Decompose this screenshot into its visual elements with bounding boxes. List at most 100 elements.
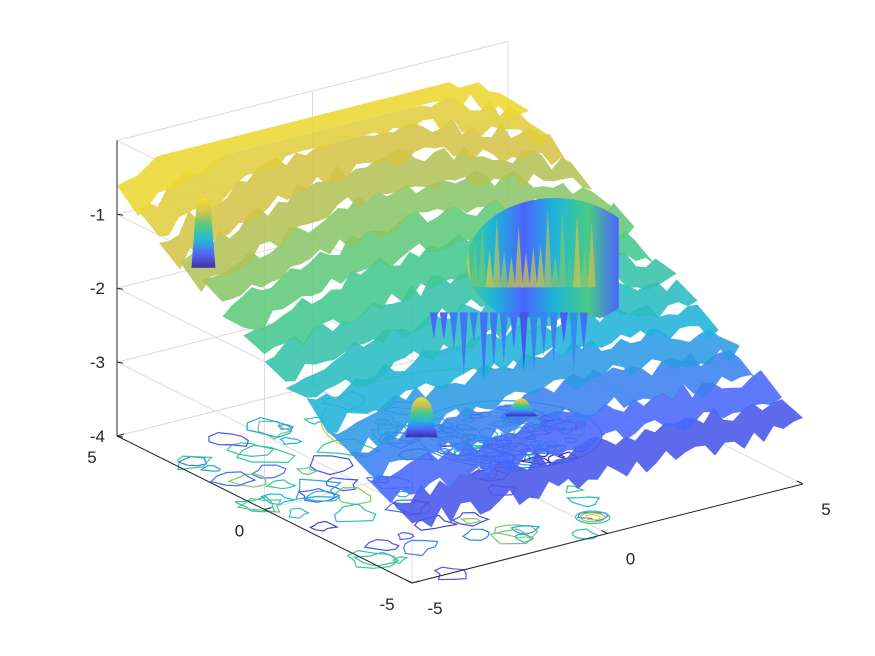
z-tick-mark — [116, 361, 124, 364]
y-tick-label: 0 — [235, 522, 244, 541]
disc-drip — [439, 312, 448, 341]
disc-spike — [558, 208, 567, 288]
surface-band — [159, 118, 572, 270]
tick-labels: -4 -3 -2 -1 -5 0 5 -5 0 5 — [87, 205, 830, 618]
contour-line — [309, 455, 354, 476]
surface-band — [117, 82, 530, 216]
contour-line — [302, 490, 341, 502]
contour-line — [336, 486, 372, 506]
z-tick-label: -3 — [90, 353, 105, 372]
surface-band — [348, 350, 761, 482]
z-tick-mark — [116, 213, 124, 216]
y-tick-mark — [411, 580, 420, 584]
y-tick-label: 5 — [87, 448, 96, 467]
surface-mesh — [117, 82, 803, 528]
disc-spike — [478, 224, 487, 288]
contour-line — [227, 473, 267, 488]
contour-line — [565, 485, 586, 494]
contour-line — [325, 477, 359, 492]
x-tick-label: 0 — [626, 550, 635, 569]
disc-drip — [539, 312, 548, 356]
contour-line — [199, 465, 222, 472]
disc-spike — [467, 242, 472, 288]
surface-spike — [191, 197, 216, 268]
contour-line — [236, 497, 283, 513]
disc-spike — [529, 247, 538, 288]
disc-spike — [492, 218, 501, 288]
disc-drip — [479, 312, 488, 382]
contour-line — [395, 490, 410, 498]
contour-line — [295, 466, 319, 476]
x-tick-mark — [405, 579, 413, 584]
disc-spike — [500, 251, 509, 288]
disc-drip — [499, 312, 508, 363]
surface-band — [306, 304, 719, 433]
disc-drip — [459, 312, 468, 376]
disc-spike — [514, 226, 523, 288]
surface-spike — [405, 396, 438, 438]
contour-line — [450, 511, 491, 527]
contour-line — [288, 507, 311, 519]
contour-line — [226, 442, 275, 458]
z-tick-label: -2 — [90, 279, 105, 298]
contour-line — [334, 503, 377, 523]
axes — [116, 140, 804, 584]
surface-band — [390, 399, 803, 528]
y-tick-label: -5 — [379, 595, 394, 614]
contour-line — [510, 525, 541, 535]
disc-drip — [579, 312, 588, 352]
contour-line — [392, 556, 408, 565]
contour-line — [246, 416, 293, 439]
disc-drip — [569, 312, 578, 373]
surface-spike — [505, 398, 538, 417]
contour-line — [235, 444, 296, 464]
disc-spike — [573, 213, 582, 288]
disc-spike — [587, 221, 596, 288]
x-tick-label: -5 — [427, 599, 442, 618]
surface-band — [201, 170, 614, 302]
disc-spike — [580, 250, 589, 288]
y-tick-mark — [264, 507, 272, 510]
contour-line — [433, 566, 467, 581]
z-tick-mark — [116, 287, 124, 290]
contour-line — [461, 528, 490, 542]
contour-line — [209, 471, 257, 487]
contour-line — [513, 533, 535, 544]
disc-spike — [543, 207, 552, 288]
contour-line — [565, 496, 601, 508]
x-tick-label: 5 — [821, 500, 830, 519]
surface-band — [327, 328, 740, 458]
contour-line — [403, 539, 439, 557]
disc-drip — [469, 312, 478, 342]
disc-spike — [507, 256, 516, 288]
disc-spike — [551, 255, 560, 288]
contour-line — [352, 551, 398, 567]
disc-drip — [509, 312, 518, 349]
contour-line — [208, 431, 250, 448]
contour-line — [489, 528, 532, 545]
contour-line — [459, 517, 482, 525]
contour-line — [294, 478, 342, 500]
disc-spike — [565, 253, 574, 288]
y-tick-mark — [116, 433, 125, 437]
disc-drip — [559, 312, 568, 343]
surface-band — [243, 226, 656, 355]
disc-drip — [519, 312, 528, 372]
contour-line — [363, 538, 400, 552]
z-tick-label: -1 — [90, 205, 105, 224]
disc-drip — [489, 312, 498, 367]
surface-band — [180, 145, 593, 293]
disc-spike — [485, 248, 494, 288]
contour-line — [250, 464, 287, 479]
disc-well — [467, 198, 619, 318]
disc-spike — [536, 245, 545, 288]
contour-line — [177, 455, 208, 467]
disc-drip — [549, 312, 558, 362]
contour-line — [265, 479, 298, 490]
contour-line — [279, 436, 303, 445]
disc-drip — [529, 312, 538, 373]
disc-spike — [522, 251, 530, 288]
ring-contour — [584, 513, 601, 521]
ring-contour — [579, 512, 606, 523]
